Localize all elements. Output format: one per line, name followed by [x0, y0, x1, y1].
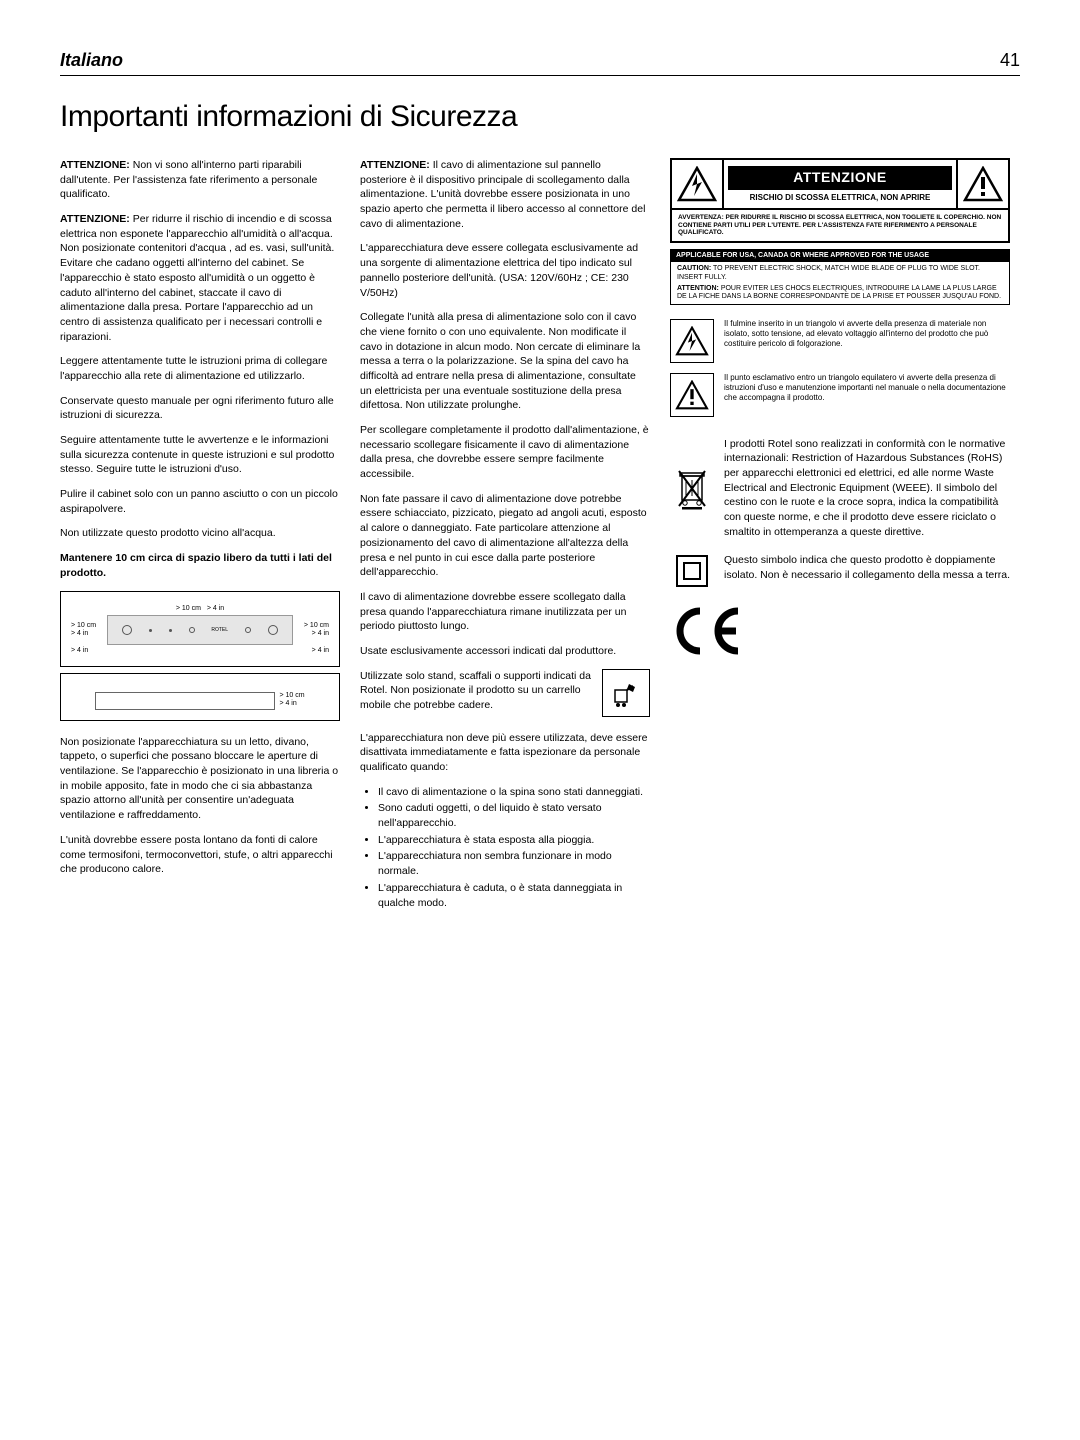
avvertenza-text: AVVERTENZA: PER RIDURRE IL RISCHIO DI SC…	[672, 208, 1008, 240]
c2-li1: Il cavo di alimentazione o la spina sono…	[378, 785, 650, 800]
c2-list: Il cavo di alimentazione o la spina sono…	[360, 785, 650, 911]
lightning-triangle-icon	[670, 319, 714, 363]
double-insulation-icon	[670, 553, 714, 589]
page-title: Importanti informazioni di Sicurezza	[60, 100, 1020, 134]
c2-li4: L'apparecchiatura non sembra funzionare …	[378, 849, 650, 878]
insulation-row: Questo simbolo indica che questo prodott…	[670, 553, 1010, 589]
c2-cart-block: Utilizzate solo stand, scaffali o suppor…	[360, 669, 650, 721]
c2-p1: ATTENZIONE: Il cavo di alimentazione sul…	[360, 158, 650, 231]
c2-p7: Usate esclusivamente accessori indicati …	[360, 644, 650, 659]
c1-p8: Mantenere 10 cm circa di spazio libero d…	[60, 551, 340, 580]
applicable-bar: APPLICABLE FOR USA, CANADA OR WHERE APPR…	[670, 249, 1010, 263]
c1-p1: ATTENZIONE: Non vi sono all'interno part…	[60, 158, 340, 202]
exclamation-triangle-icon	[958, 160, 1008, 208]
weee-bin-icon	[670, 466, 714, 510]
c1-p5: Seguire attentamente tutte le avvertenze…	[60, 433, 340, 477]
c2-p2: L'apparecchiatura deve essere collegata …	[360, 241, 650, 300]
lightning-triangle-icon	[672, 160, 722, 208]
c2-p6: Il cavo di alimentazione dovrebbe essere…	[360, 590, 650, 634]
attenzione-label: ATTENZIONE	[728, 166, 952, 190]
c1-p10: L'unità dovrebbe essere posta lontano da…	[60, 833, 340, 877]
header-page-number: 41	[1000, 50, 1020, 71]
column-2: ATTENZIONE: Il cavo di alimentazione sul…	[360, 158, 650, 920]
clearance-diagram-front: > 10 cm > 4 in > 10 cm> 4 in ROTEL > 10 …	[60, 591, 340, 667]
rohs-row: I prodotti Rotel sono realizzati in conf…	[670, 437, 1010, 540]
tip-cart-icon	[602, 669, 650, 717]
c2-p5: Non fate passare il cavo di alimentazion…	[360, 492, 650, 580]
c1-p4: Conservate questo manuale per ogni rifer…	[60, 394, 340, 423]
c1-p9: Non posizionate l'apparecchiatura su un …	[60, 735, 340, 823]
attenzione-box: ATTENZIONE RISCHIO DI SCOSSA ELETTRICA, …	[670, 158, 1010, 243]
clearance-diagram-side: > 10 cm> 4 in	[60, 673, 340, 721]
c1-p6: Pulire il cabinet solo con un panno asci…	[60, 487, 340, 516]
c2-li5: L'apparecchiatura è caduta, o è stata da…	[378, 881, 650, 910]
device-front-icon: ROTEL	[107, 615, 293, 645]
c2-li2: Sono caduti oggetti, o del liquido è sta…	[378, 801, 650, 830]
c1-p3: Leggere attentamente tutte le istruzioni…	[60, 354, 340, 383]
column-3: ATTENZIONE RISCHIO DI SCOSSA ELETTRICA, …	[670, 158, 1010, 920]
content-columns: ATTENZIONE: Non vi sono all'interno part…	[60, 158, 1020, 920]
page-header: Italiano 41	[60, 50, 1020, 76]
caution-block: CAUTION: TO PREVENT ELECTRIC SHOCK, MATC…	[670, 262, 1010, 304]
ce-mark-icon	[670, 603, 1010, 664]
column-1: ATTENZIONE: Non vi sono all'interno part…	[60, 158, 340, 920]
c2-p3: Collegate l'unità alla presa di alimenta…	[360, 310, 650, 413]
exclamation-triangle-icon	[670, 373, 714, 417]
risk-label: RISCHIO DI SCOSSA ELETTRICA, NON APRIRE	[728, 194, 952, 203]
excl-explain-row: Il punto esclamativo entro un triangolo …	[670, 373, 1010, 417]
bolt-explain-row: Il fulmine inserito in un triangolo vi a…	[670, 319, 1010, 363]
c2-li3: L'apparecchiatura è stata esposta alla p…	[378, 833, 650, 848]
c2-p9: L'apparecchiatura non deve più essere ut…	[360, 731, 650, 775]
c1-p2: ATTENZIONE: Per ridurre il rischio di in…	[60, 212, 340, 344]
c1-p7: Non utilizzate questo prodotto vicino al…	[60, 526, 340, 541]
c2-p4: Per scollegare completamente il prodotto…	[360, 423, 650, 482]
device-side-icon	[95, 692, 275, 710]
header-language: Italiano	[60, 50, 123, 71]
